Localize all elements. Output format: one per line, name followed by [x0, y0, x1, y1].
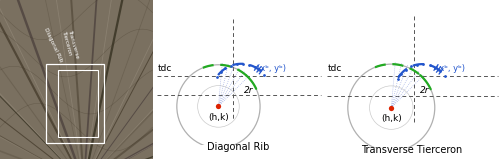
Point — [394, 78, 402, 80]
Point — [432, 66, 440, 69]
Point — [250, 66, 258, 68]
Point — [440, 75, 448, 77]
Point — [407, 65, 415, 68]
Bar — [46, 64, 104, 143]
Point — [402, 68, 409, 71]
Point — [233, 63, 241, 65]
Text: Diagonal Rib: Diagonal Rib — [206, 142, 269, 152]
Point — [256, 69, 264, 72]
Point — [216, 71, 224, 73]
Point — [260, 73, 268, 76]
Point — [245, 63, 253, 66]
Point — [222, 67, 230, 70]
Bar — [58, 70, 98, 137]
Text: (xᵇ, yᵇ): (xᵇ, yᵇ) — [436, 64, 466, 73]
Point — [239, 62, 247, 65]
Point — [397, 73, 405, 75]
Point — [420, 63, 428, 65]
Text: Transverse Tierceron: Transverse Tierceron — [361, 145, 462, 155]
Text: tdc: tdc — [158, 64, 172, 73]
Text: Transverse
Tierceron: Transverse Tierceron — [61, 29, 79, 60]
Text: Diagonal Rib: Diagonal Rib — [42, 27, 63, 62]
Text: tdc: tdc — [328, 64, 342, 73]
Text: 2r: 2r — [244, 86, 254, 95]
Point — [413, 63, 421, 66]
Text: (h,k): (h,k) — [381, 114, 402, 124]
Text: (h,k): (h,k) — [208, 113, 229, 122]
Point — [436, 70, 444, 72]
Text: 2r: 2r — [420, 86, 430, 95]
Point — [212, 76, 220, 78]
Text: (xᵇ, yᵇ): (xᵇ, yᵇ) — [256, 64, 286, 73]
Point — [426, 64, 434, 66]
Point — [227, 64, 235, 67]
